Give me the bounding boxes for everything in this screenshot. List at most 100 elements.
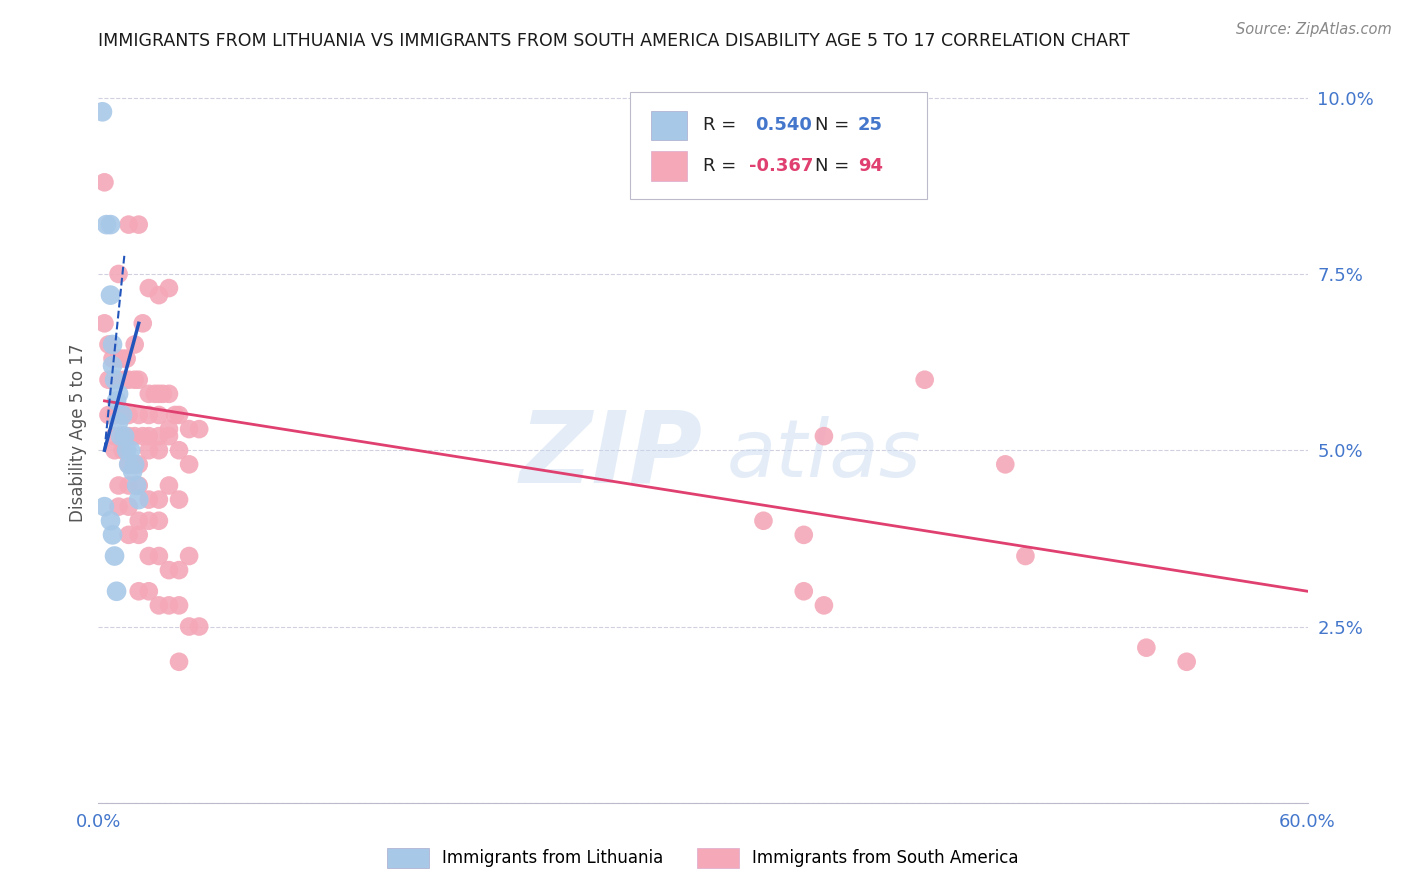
Point: [118, 218, 141, 232]
Point: [179, 619, 201, 633]
Text: N =: N =: [815, 116, 855, 135]
Point: [148, 549, 170, 563]
Point: [128, 514, 150, 528]
Point: [163, 408, 186, 422]
Point: [157, 422, 180, 436]
Point: [167, 443, 190, 458]
Point: [118, 429, 141, 443]
Text: Source: ZipAtlas.com: Source: ZipAtlas.com: [1236, 22, 1392, 37]
Text: 0.540: 0.540: [755, 116, 811, 135]
Point: [128, 528, 150, 542]
Point: [100, 288, 122, 302]
Point: [143, 387, 166, 401]
Point: [118, 373, 141, 387]
Point: [93, 175, 115, 189]
Y-axis label: Disability Age 5 to 17: Disability Age 5 to 17: [69, 343, 87, 522]
Point: [97, 408, 120, 422]
Point: [132, 429, 155, 443]
Point: [91, 104, 114, 119]
Text: 25: 25: [858, 116, 883, 135]
Point: [157, 478, 180, 492]
Point: [97, 373, 120, 387]
Point: [114, 373, 136, 387]
Point: [115, 351, 138, 366]
Point: [914, 373, 936, 387]
Point: [100, 514, 122, 528]
Point: [93, 316, 115, 330]
Text: N =: N =: [815, 157, 855, 175]
Point: [793, 584, 815, 599]
Bar: [651, 111, 688, 140]
Point: [107, 373, 129, 387]
Point: [105, 393, 128, 408]
Point: [124, 337, 146, 351]
Point: [813, 599, 835, 613]
Point: [138, 514, 160, 528]
Point: [101, 359, 124, 373]
FancyBboxPatch shape: [630, 92, 927, 200]
Point: [97, 337, 120, 351]
Text: IMMIGRANTS FROM LITHUANIA VS IMMIGRANTS FROM SOUTH AMERICA DISABILITY AGE 5 TO 1: IMMIGRANTS FROM LITHUANIA VS IMMIGRANTS …: [98, 32, 1130, 50]
Point: [148, 288, 170, 302]
Point: [813, 429, 835, 443]
Point: [93, 500, 115, 514]
Point: [167, 408, 190, 422]
Point: [125, 478, 148, 492]
Point: [114, 429, 136, 443]
Point: [107, 351, 129, 366]
Point: [124, 429, 146, 443]
Point: [107, 478, 129, 492]
Point: [1135, 640, 1157, 655]
Point: [118, 500, 141, 514]
Point: [138, 281, 160, 295]
Point: [128, 458, 150, 472]
Point: [101, 351, 124, 366]
Point: [118, 528, 141, 542]
Point: [111, 408, 134, 422]
Point: [128, 492, 150, 507]
Text: 94: 94: [858, 157, 883, 175]
Point: [103, 429, 125, 443]
Point: [152, 387, 174, 401]
Point: [179, 422, 201, 436]
Point: [148, 443, 170, 458]
Point: [138, 584, 160, 599]
Point: [96, 218, 118, 232]
Point: [132, 316, 155, 330]
Point: [138, 387, 160, 401]
Point: [157, 563, 180, 577]
Point: [121, 464, 143, 478]
Point: [103, 373, 125, 387]
Point: [115, 443, 138, 458]
Point: [138, 492, 160, 507]
Point: [167, 563, 190, 577]
Point: [103, 373, 125, 387]
Point: [157, 387, 180, 401]
Point: [167, 599, 190, 613]
Point: [179, 549, 201, 563]
Point: [107, 267, 129, 281]
Point: [148, 492, 170, 507]
Point: [188, 422, 211, 436]
Point: [128, 478, 150, 492]
Point: [111, 443, 134, 458]
Point: [120, 443, 142, 458]
Point: [110, 429, 132, 443]
Point: [1014, 549, 1036, 563]
Point: [128, 584, 150, 599]
Point: [111, 408, 134, 422]
Point: [124, 458, 146, 472]
Point: [138, 549, 160, 563]
Point: [994, 458, 1017, 472]
Point: [128, 218, 150, 232]
Point: [101, 337, 124, 351]
Point: [107, 387, 129, 401]
Bar: [651, 152, 688, 181]
Point: [124, 373, 146, 387]
Point: [148, 599, 170, 613]
Point: [157, 429, 180, 443]
Point: [107, 500, 129, 514]
Point: [103, 549, 125, 563]
Point: [103, 408, 125, 422]
Point: [105, 584, 128, 599]
